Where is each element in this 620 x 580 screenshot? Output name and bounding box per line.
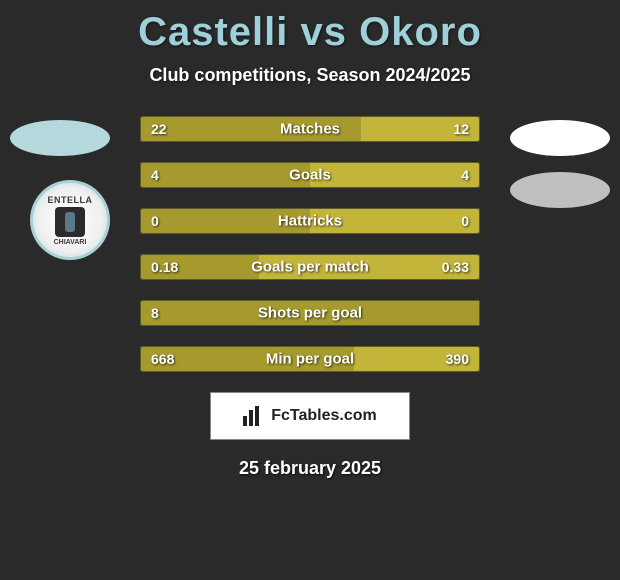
stat-value-left: 22 — [151, 121, 167, 137]
attribution-text: FcTables.com — [271, 407, 377, 425]
stat-label: Goals per match — [251, 259, 369, 276]
stat-value-right: 12 — [453, 121, 469, 137]
stat-row: 8 Shots per goal — [140, 300, 480, 326]
stat-label: Min per goal — [266, 351, 354, 368]
stat-label: Matches — [280, 121, 340, 138]
stat-row: 22 12 Matches — [140, 116, 480, 142]
stat-row: 668 390 Min per goal — [140, 346, 480, 372]
stat-value-left: 0.18 — [151, 259, 178, 275]
stat-value-right: 390 — [446, 351, 469, 367]
stat-value-left: 8 — [151, 305, 159, 321]
stat-value-left: 4 — [151, 167, 159, 183]
comparison-chart: 22 12 Matches 4 4 Goals 0 0 Hattricks 0.18 0.33 Goa… — [0, 116, 620, 372]
attribution-badge: FcTables.com — [210, 392, 410, 440]
stat-value-left: 668 — [151, 351, 174, 367]
stat-row: 4 4 Goals — [140, 162, 480, 188]
stat-label: Hattricks — [278, 213, 342, 230]
stat-bar-left — [141, 163, 310, 187]
snapshot-date: 25 february 2025 — [0, 458, 620, 479]
comparison-title: Castelli vs Okoro — [0, 0, 620, 55]
stat-value-right: 4 — [461, 167, 469, 183]
stat-value-left: 0 — [151, 213, 159, 229]
stat-label: Shots per goal — [258, 305, 362, 322]
stat-value-right: 0 — [461, 213, 469, 229]
stat-row: 0 0 Hattricks — [140, 208, 480, 234]
bar-chart-icon — [243, 406, 265, 426]
stat-row: 0.18 0.33 Goals per match — [140, 254, 480, 280]
comparison-subtitle: Club competitions, Season 2024/2025 — [0, 65, 620, 86]
stat-bar-right — [310, 163, 479, 187]
stat-label: Goals — [289, 167, 331, 184]
stat-value-right: 0.33 — [442, 259, 469, 275]
